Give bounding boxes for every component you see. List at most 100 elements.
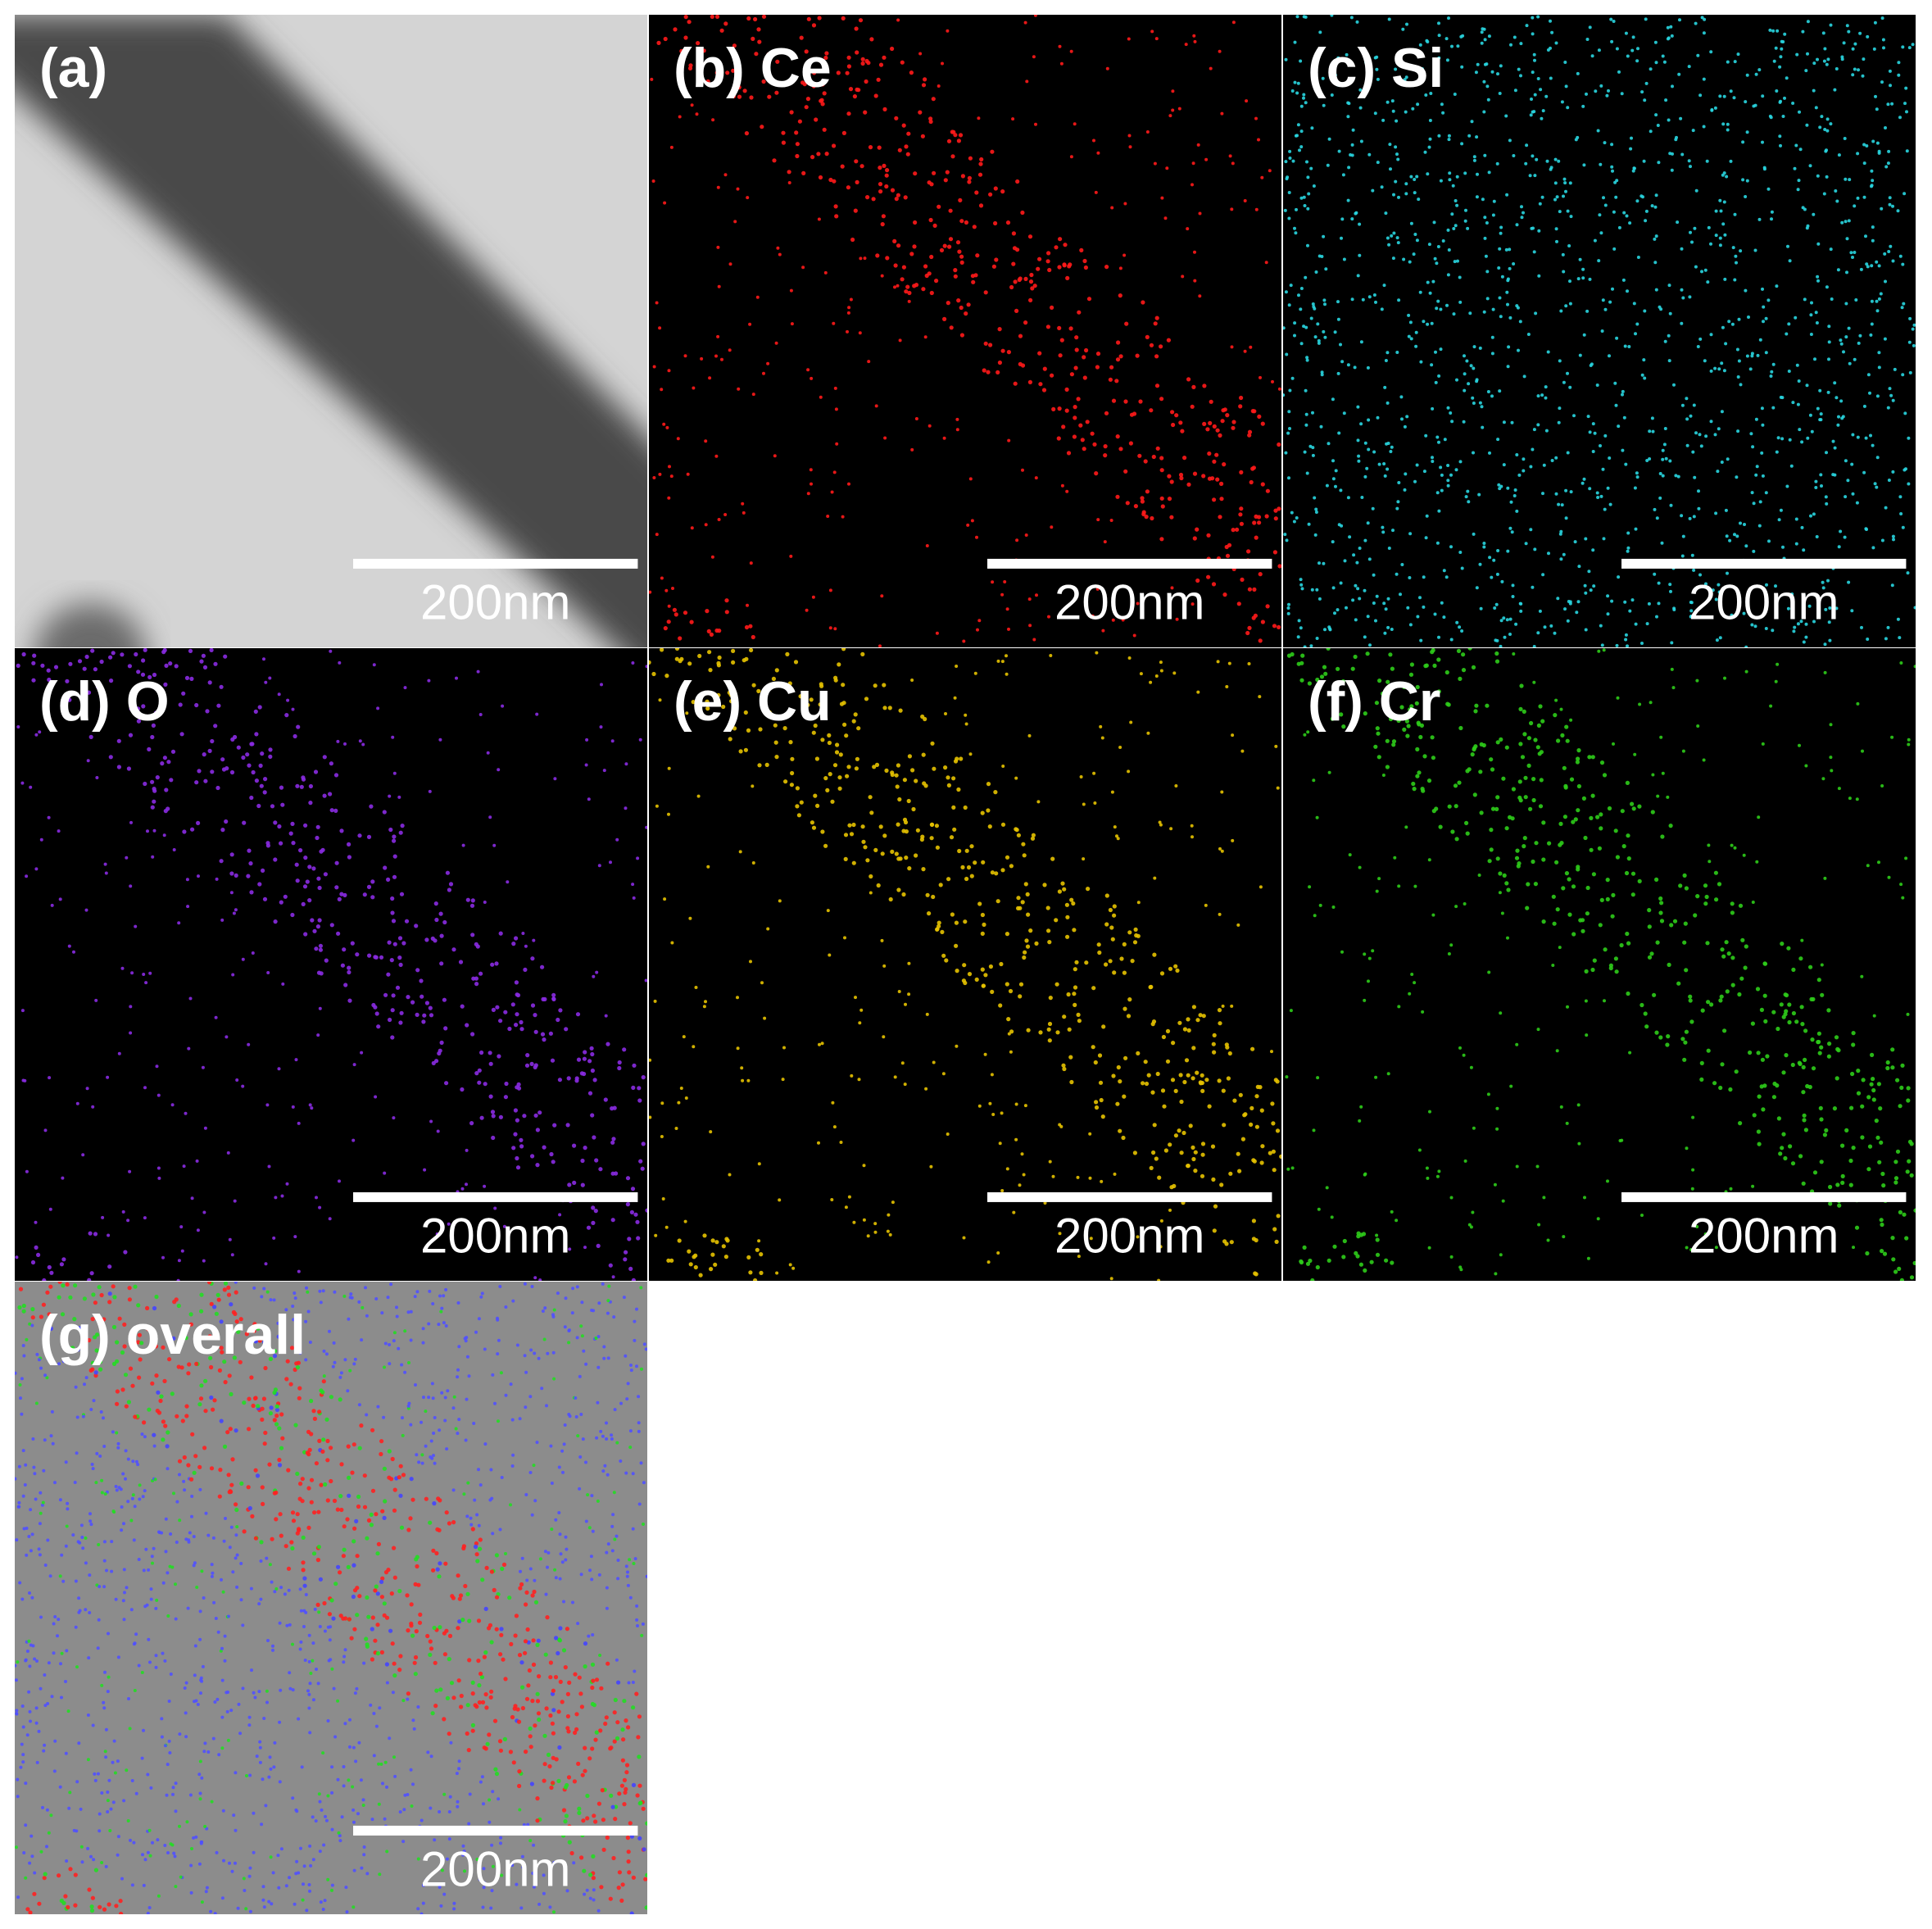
element-dot <box>22 1527 26 1531</box>
element-dot <box>419 978 424 983</box>
element-dot <box>241 755 246 760</box>
element-dot <box>542 1778 546 1783</box>
element-dot <box>1186 1017 1190 1022</box>
element-dot <box>759 1252 764 1257</box>
element-dot <box>757 763 762 768</box>
element-dot <box>270 804 275 809</box>
element-dot <box>959 756 964 761</box>
element-dot <box>84 654 89 660</box>
element-dot <box>257 882 262 887</box>
element-dot <box>1661 448 1665 452</box>
element-dot <box>1585 1033 1589 1037</box>
element-dot <box>1504 745 1509 750</box>
element-dot <box>1436 689 1441 694</box>
element-dot <box>1841 415 1845 419</box>
element-dot <box>1510 530 1514 534</box>
element-dot <box>738 850 742 854</box>
element-dot <box>1426 172 1430 176</box>
element-dot <box>1510 420 1514 424</box>
element-dot <box>1777 518 1781 522</box>
element-dot <box>1305 471 1309 475</box>
element-dot <box>39 1850 43 1854</box>
element-dot <box>128 1727 132 1731</box>
element-dot <box>1564 189 1567 193</box>
element-dot <box>943 178 948 183</box>
element-dot <box>1412 252 1416 256</box>
element-dot <box>1741 140 1745 144</box>
element-dot <box>690 103 694 107</box>
element-dot <box>1810 429 1814 433</box>
element-dot <box>636 1236 641 1241</box>
element-dot <box>887 1213 891 1217</box>
element-dot <box>1840 1180 1845 1185</box>
element-dot <box>966 865 972 870</box>
element-dot <box>1764 316 1768 320</box>
element-dot <box>1057 889 1062 894</box>
element-dot <box>583 1050 587 1055</box>
element-dot <box>625 1836 631 1840</box>
element-dot <box>1724 940 1729 945</box>
element-dot <box>1562 1235 1566 1239</box>
element-dot <box>199 1383 204 1388</box>
element-dot <box>1775 284 1779 288</box>
element-dot <box>663 201 667 205</box>
element-dot <box>1517 67 1521 71</box>
element-dot <box>1331 905 1336 909</box>
element-dot <box>1694 431 1698 435</box>
element-dot <box>305 1286 308 1290</box>
element-dot <box>428 1652 433 1657</box>
element-dot <box>1653 572 1657 576</box>
scale-bar-label: 200nm <box>420 574 570 629</box>
element-dot <box>1835 199 1839 203</box>
element-dot <box>1551 894 1556 899</box>
element-dot <box>1080 438 1085 443</box>
element-dot <box>1023 320 1028 325</box>
element-dot <box>118 1899 123 1904</box>
element-dot <box>163 1659 167 1663</box>
element-dot <box>1898 254 1903 258</box>
element-dot <box>1113 825 1117 829</box>
element-dot <box>295 878 300 883</box>
element-dot <box>1431 279 1435 284</box>
element-dot <box>1428 1110 1431 1114</box>
element-dot <box>1292 520 1296 524</box>
element-dot <box>1331 586 1336 590</box>
element-dot <box>1559 841 1564 846</box>
element-dot <box>664 588 669 592</box>
element-dot <box>164 787 169 792</box>
element-dot <box>1758 500 1762 504</box>
element-dot <box>443 1561 448 1566</box>
element-dot <box>265 1290 270 1294</box>
element-dot <box>1880 1222 1884 1228</box>
element-dot <box>1069 897 1074 902</box>
element-dot <box>1655 940 1660 945</box>
element-dot <box>1615 47 1619 51</box>
element-dot <box>1886 161 1890 166</box>
element-dot <box>1315 815 1319 819</box>
element-dot <box>1404 182 1408 186</box>
panel-label: (f) Cr <box>1308 670 1440 733</box>
element-dot <box>1363 998 1367 1002</box>
element-dot <box>203 1741 207 1745</box>
element-dot <box>1801 1181 1806 1186</box>
element-dot <box>1322 665 1327 669</box>
element-dot <box>251 1403 256 1409</box>
element-dot <box>352 1868 356 1872</box>
element-dot <box>1678 18 1681 22</box>
element-dot <box>748 1270 753 1275</box>
element-dot <box>460 1004 465 1009</box>
element-dot <box>150 805 155 810</box>
element-dot <box>624 1250 628 1255</box>
element-dot <box>174 664 179 669</box>
element-dot <box>1771 1095 1776 1100</box>
element-dot <box>1478 562 1482 566</box>
element-dot <box>1788 1144 1793 1149</box>
element-dot <box>1654 234 1658 238</box>
element-dot <box>1880 784 1884 787</box>
element-dot <box>339 892 344 896</box>
element-dot <box>1845 270 1848 275</box>
element-dot <box>234 1282 238 1284</box>
element-dot <box>457 1759 461 1763</box>
element-dot <box>1195 527 1200 532</box>
element-dot <box>688 63 693 68</box>
